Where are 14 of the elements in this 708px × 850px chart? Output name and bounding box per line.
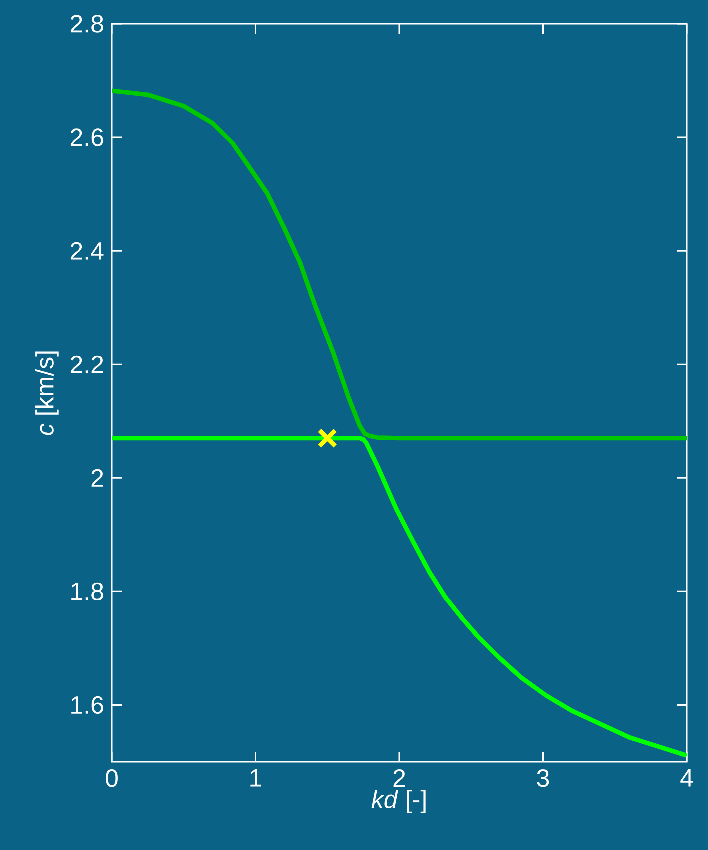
y-axis-title: c [km/s] xyxy=(36,352,59,436)
x-tick-label: 3 xyxy=(537,770,550,788)
y-tick-label: 1.8 xyxy=(72,582,104,601)
y-tick-label: 2.6 xyxy=(70,128,104,146)
x-tick-label: 1 xyxy=(250,770,262,787)
x-axis-title: kd [-] xyxy=(372,790,426,814)
y-tick-label: 2.2 xyxy=(70,356,104,374)
x-tick-label: 2 xyxy=(394,770,406,787)
y-tick-label: 1.6 xyxy=(72,696,104,714)
y-tick-label: 2.4 xyxy=(70,242,104,260)
x-tick-label: 4 xyxy=(680,770,694,787)
x-tick-label: 0 xyxy=(106,770,118,788)
y-tick-label: 2.8 xyxy=(70,15,104,33)
y-tick-label: 2 xyxy=(92,469,104,487)
